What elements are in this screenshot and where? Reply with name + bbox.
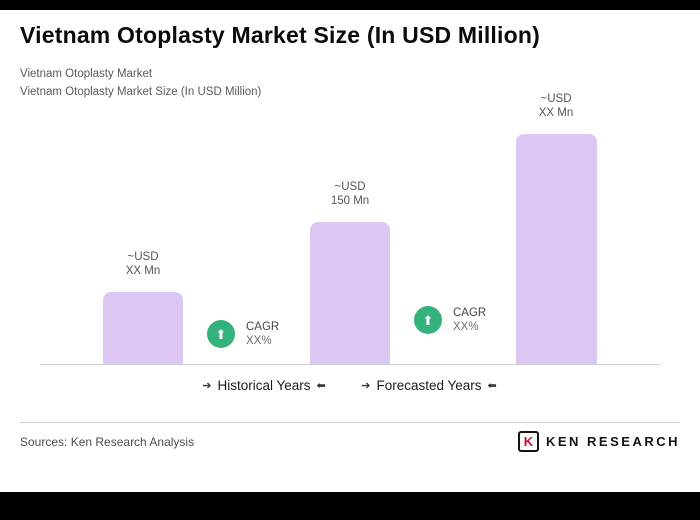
cagr-label: CAGR <box>453 307 487 319</box>
axis-group-historical: ➔ Historical Years ⬅ <box>202 378 325 393</box>
ken-research-logo-text: KEN RESEARCH <box>545 434 680 449</box>
bar-value-label: ~USD XX Mn <box>486 92 626 120</box>
axis-group-label: Historical Years <box>217 378 311 393</box>
arrow-right-icon: ➔ <box>361 380 371 392</box>
up-arrow-glyph: ⬆ <box>422 312 434 328</box>
chart-subtitle-line2: Vietnam Otoplasty Market Size (In USD Mi… <box>20 86 262 98</box>
cagr-value: XX% <box>453 321 479 333</box>
sources-text: Sources: Ken Research Analysis <box>20 435 195 449</box>
growth-up-arrow-icon: ⬆ <box>207 320 235 348</box>
bar-value-line1: ~USD <box>334 181 366 193</box>
cagr-text: CAGR XX% <box>246 320 279 348</box>
cagr-text: CAGR XX% <box>453 306 486 334</box>
cagr-badge-1: ⬆ CAGR XX% <box>207 320 279 348</box>
bar-value-line1: ~USD <box>127 251 159 263</box>
arrow-left-icon: ⬅ <box>316 380 326 392</box>
bottom-black-bar <box>0 492 700 520</box>
axis-group-label: Forecasted Years <box>376 378 482 393</box>
bar-value-line2: 150 Mn <box>330 195 370 207</box>
chart-subtitle-line1: Vietnam Otoplasty Market <box>20 68 153 80</box>
growth-up-arrow-icon: ⬆ <box>414 306 442 334</box>
arrow-left-icon: ⬅ <box>487 380 497 392</box>
bar-historical <box>103 292 183 364</box>
up-arrow-glyph: ⬆ <box>215 326 227 342</box>
axis-group-forecasted: ➔ Forecasted Years ⬅ <box>361 378 497 393</box>
cagr-label: CAGR <box>246 321 280 333</box>
bar-value-label: ~USD XX Mn <box>73 250 213 278</box>
cagr-value: XX% <box>246 335 272 347</box>
bar-current <box>310 222 390 364</box>
bar-value-label: ~USD 150 Mn <box>280 180 420 208</box>
arrow-right-icon: ➔ <box>202 380 212 392</box>
footer-divider <box>20 422 680 423</box>
ken-research-logo: K KEN RESEARCH <box>517 431 680 452</box>
bar-chart: ~USD XX Mn ~USD 150 Mn ~USD XX Mn ⬆ CAGR… <box>40 92 660 365</box>
bar-value-line1: ~USD <box>540 93 572 105</box>
ken-research-logo-icon: K <box>517 431 539 452</box>
bar-value-line2: XX Mn <box>538 107 574 119</box>
bar-value-line2: XX Mn <box>125 265 161 277</box>
cagr-badge-2: ⬆ CAGR XX% <box>414 306 486 334</box>
page-title: Vietnam Otoplasty Market Size (In USD Mi… <box>20 22 540 48</box>
top-black-bar <box>0 0 700 10</box>
bar-forecast <box>516 134 597 364</box>
